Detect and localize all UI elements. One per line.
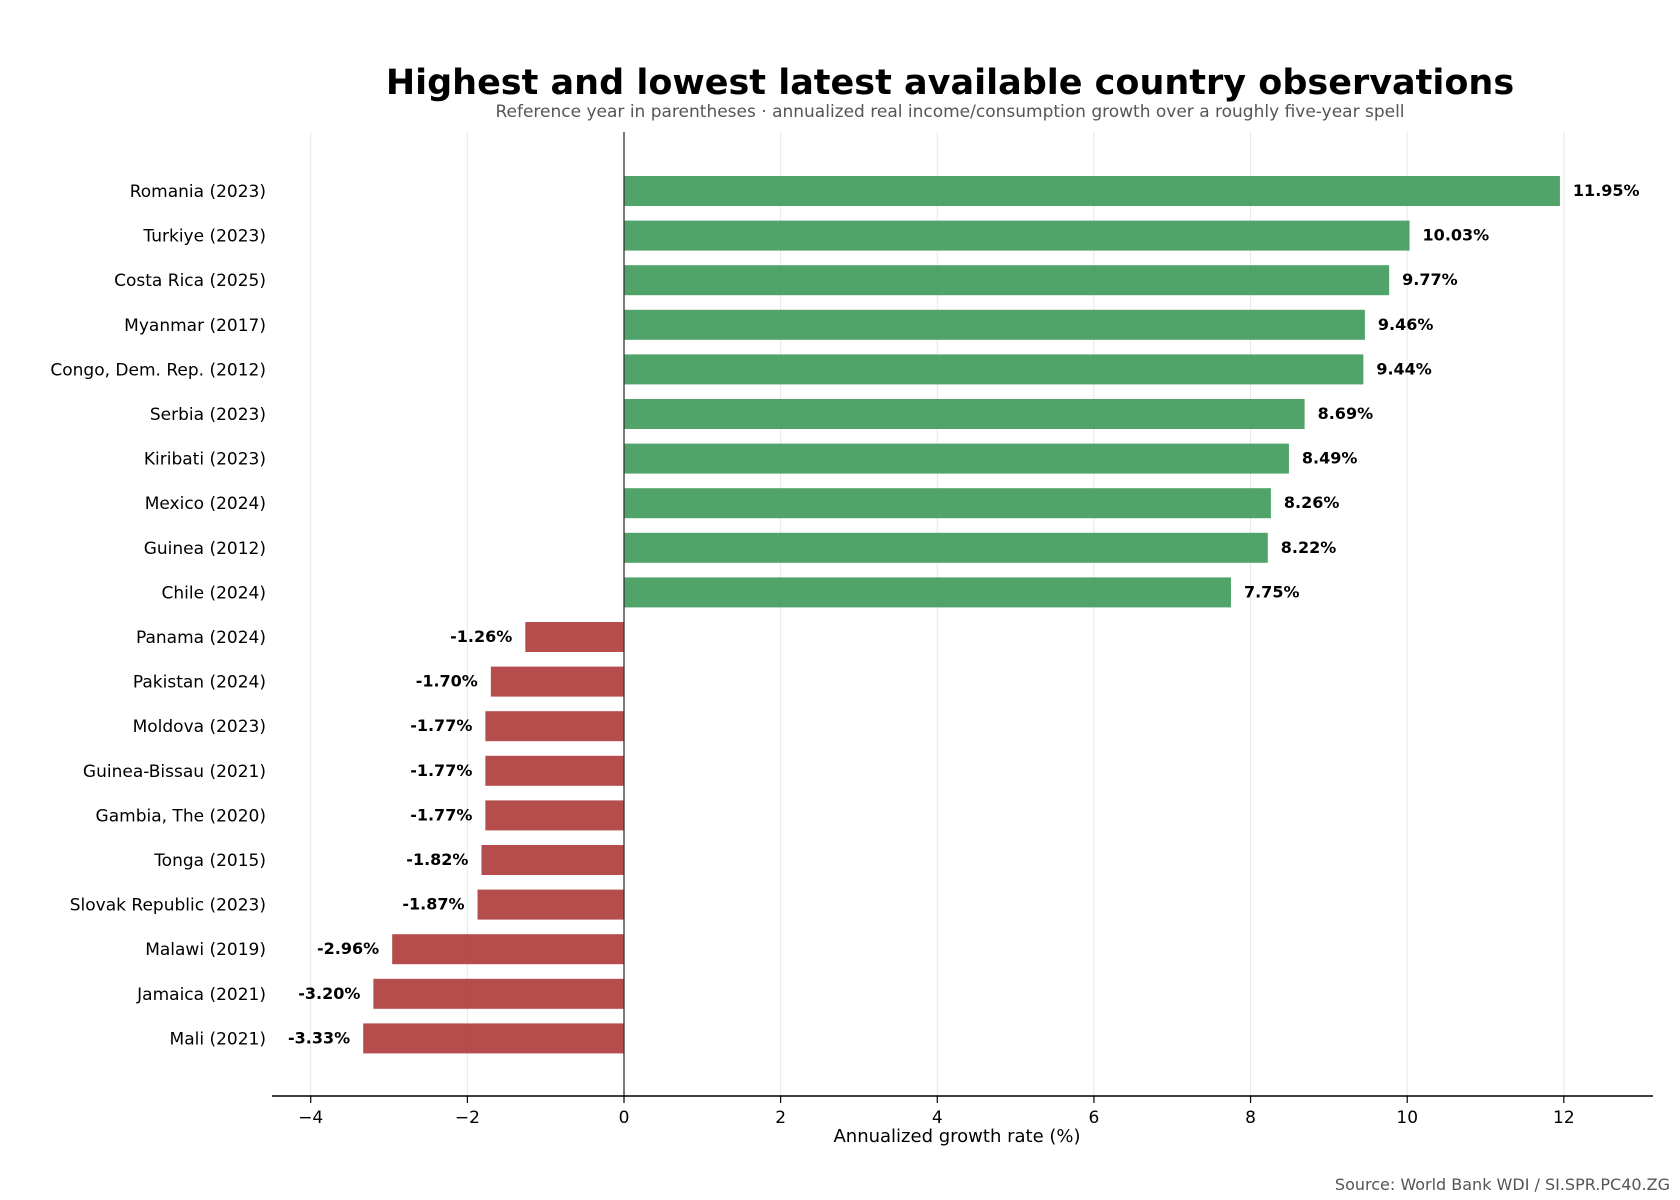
category-label: Mexico (2024) — [145, 494, 266, 514]
x-tick-label: 10 — [1396, 1108, 1418, 1128]
value-label: 9.44% — [1376, 359, 1432, 378]
value-label: 7.75% — [1244, 582, 1300, 601]
bar — [485, 755, 624, 786]
bar — [624, 532, 1268, 563]
x-tick-label: 6 — [1089, 1108, 1100, 1128]
category-label: Jamaica (2021) — [136, 985, 266, 1005]
x-axis: −4 −2 0 2 4 6 8 10 12 — [272, 1095, 1653, 1128]
bar — [525, 622, 624, 652]
bar — [624, 220, 1410, 251]
category-label: Serbia (2023) — [150, 405, 266, 425]
bar — [392, 934, 624, 965]
category-labels: Romania (2023) Turkiye (2023) Costa Rica (… — [50, 182, 266, 1049]
bar — [485, 711, 624, 742]
x-axis-label: Annualized growth rate (%) — [833, 1126, 1080, 1147]
bar — [624, 488, 1271, 519]
x-tick-label: −4 — [298, 1108, 323, 1128]
category-label: Guinea-Bissau (2021) — [83, 762, 266, 782]
bar — [481, 845, 624, 875]
category-label: Chile (2024) — [162, 583, 266, 603]
bar — [490, 666, 624, 697]
value-label: 8.22% — [1281, 538, 1337, 557]
value-label: 9.46% — [1378, 315, 1434, 334]
value-label: -3.33% — [288, 1028, 350, 1047]
category-label: Slovak Republic (2023) — [70, 896, 266, 916]
x-tick-label: 8 — [1245, 1108, 1256, 1128]
x-tick-label: 12 — [1553, 1108, 1575, 1128]
category-label: Tonga (2015) — [153, 851, 266, 871]
value-label: 8.69% — [1318, 404, 1374, 423]
category-label: Pakistan (2024) — [133, 673, 266, 693]
category-label: Romania (2023) — [130, 182, 266, 202]
value-label: -3.20% — [298, 984, 360, 1003]
bar — [363, 1023, 624, 1054]
value-label: 8.49% — [1302, 449, 1358, 468]
bar — [624, 399, 1305, 429]
bar — [373, 978, 624, 1009]
category-label: Myanmar (2017) — [124, 316, 266, 336]
chart-title: Highest and lowest latest available coun… — [386, 63, 1514, 103]
value-label: -1.82% — [406, 850, 468, 869]
bar — [485, 800, 624, 831]
bars — [363, 176, 1560, 1054]
category-label: Panama (2024) — [136, 628, 266, 648]
category-label: Kiribati (2023) — [144, 450, 266, 470]
category-label: Costa Rica (2025) — [114, 271, 266, 291]
bar — [624, 354, 1364, 385]
chart-subtitle: Reference year in parentheses · annualiz… — [495, 102, 1404, 122]
value-label: -1.70% — [416, 672, 478, 691]
category-label: Malawi (2019) — [145, 940, 266, 960]
value-label: -1.77% — [410, 761, 472, 780]
value-label: -1.77% — [410, 716, 472, 735]
value-label: -2.96% — [317, 939, 379, 958]
x-tick-label: 0 — [619, 1108, 630, 1128]
bar — [624, 265, 1390, 296]
x-tick-label: 2 — [775, 1108, 786, 1128]
bar — [477, 889, 624, 920]
x-tick-label: −2 — [455, 1108, 480, 1128]
category-label: Guinea (2012) — [144, 539, 266, 559]
x-tick-label: 4 — [932, 1108, 943, 1128]
value-label: 9.77% — [1402, 270, 1458, 289]
value-labels: 11.95% 10.03% 9.77% 9.46% 9.44% 8.69% 8.49% 8.2… — [288, 181, 1640, 1047]
value-label: -1.77% — [410, 805, 472, 824]
value-label: 11.95% — [1573, 181, 1640, 200]
value-label: -1.26% — [450, 627, 512, 646]
bar — [624, 443, 1289, 474]
source-note: Source: World Bank WDI / SI.SPR.PC40.ZG — [1335, 1175, 1670, 1194]
value-label: 10.03% — [1423, 226, 1490, 245]
category-label: Mali (2021) — [170, 1029, 266, 1049]
bar — [624, 309, 1365, 340]
bar — [624, 577, 1231, 608]
category-label: Moldova (2023) — [133, 717, 266, 737]
value-label: 8.26% — [1284, 493, 1340, 512]
category-label: Turkiye (2023) — [142, 227, 266, 247]
bar — [624, 176, 1560, 206]
category-label: Gambia, The (2020) — [96, 806, 266, 826]
value-label: -1.87% — [402, 895, 464, 914]
category-label: Congo, Dem. Rep. (2012) — [50, 360, 266, 380]
